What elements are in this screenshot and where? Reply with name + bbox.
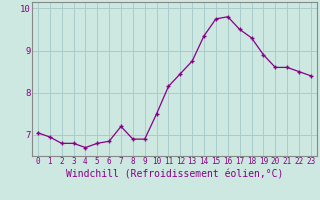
X-axis label: Windchill (Refroidissement éolien,°C): Windchill (Refroidissement éolien,°C) [66,169,283,179]
